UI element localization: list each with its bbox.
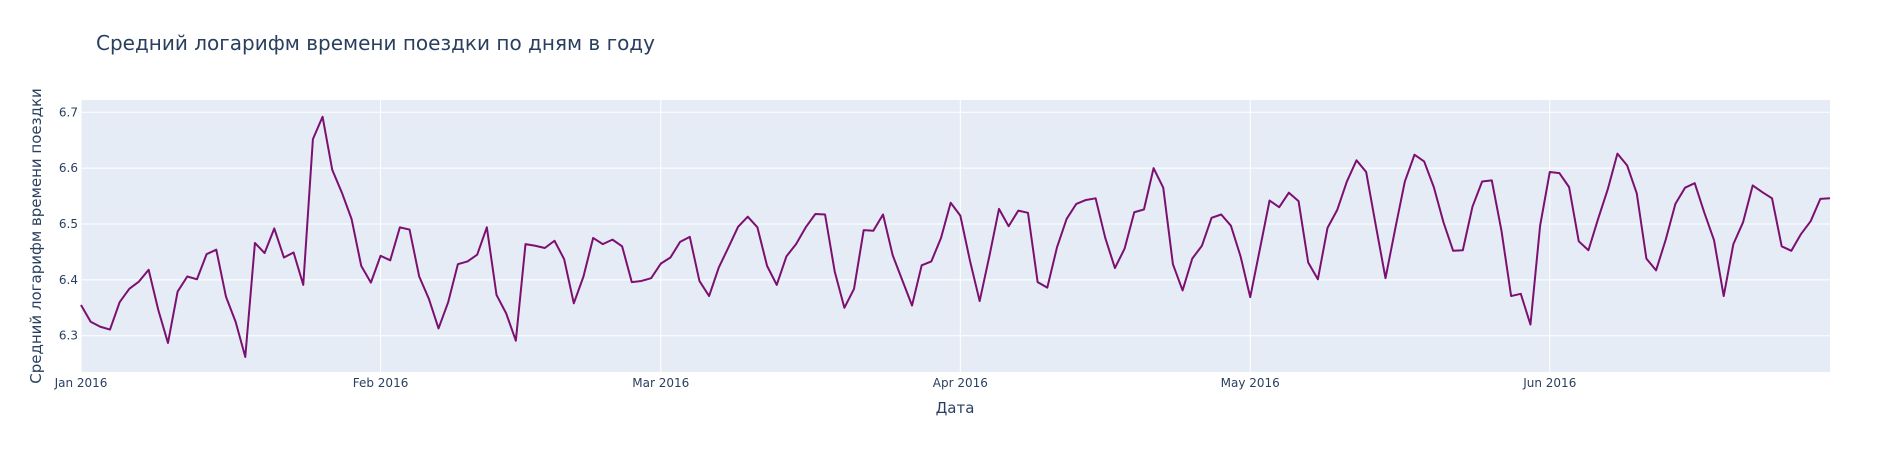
y-tick-label: 6.3 (59, 329, 78, 343)
y-axis-ticks: 6.3 6.4 6.5 6.6 6.7 (59, 105, 78, 342)
x-axis-title: Дата (936, 399, 975, 417)
x-tick-label: May 2016 (1221, 376, 1280, 390)
x-tick-label: Jan 2016 (54, 376, 108, 390)
grid-lines (80, 100, 1830, 372)
y-tick-label: 6.7 (59, 105, 78, 119)
x-axis-ticks: Jan 2016 Feb 2016 Mar 2016 Apr 2016 May 2016… (54, 376, 1577, 390)
plot-background (81, 100, 1830, 372)
y-axis-title: Средний логарифм времени поездки (27, 88, 45, 384)
series-layer (80, 115, 1831, 358)
y-tick-label: 6.4 (59, 273, 78, 287)
chart-title: Средний логарифм времени поездки по дням… (96, 31, 655, 55)
x-tick-label: Feb 2016 (353, 376, 409, 390)
x-tick-label: Jun 2016 (1522, 376, 1576, 390)
y-tick-label: 6.5 (59, 217, 78, 231)
series-line (80, 115, 1831, 358)
y-tick-label: 6.6 (59, 161, 78, 175)
x-tick-label: Mar 2016 (632, 376, 689, 390)
x-tick-label: Apr 2016 (933, 376, 988, 390)
